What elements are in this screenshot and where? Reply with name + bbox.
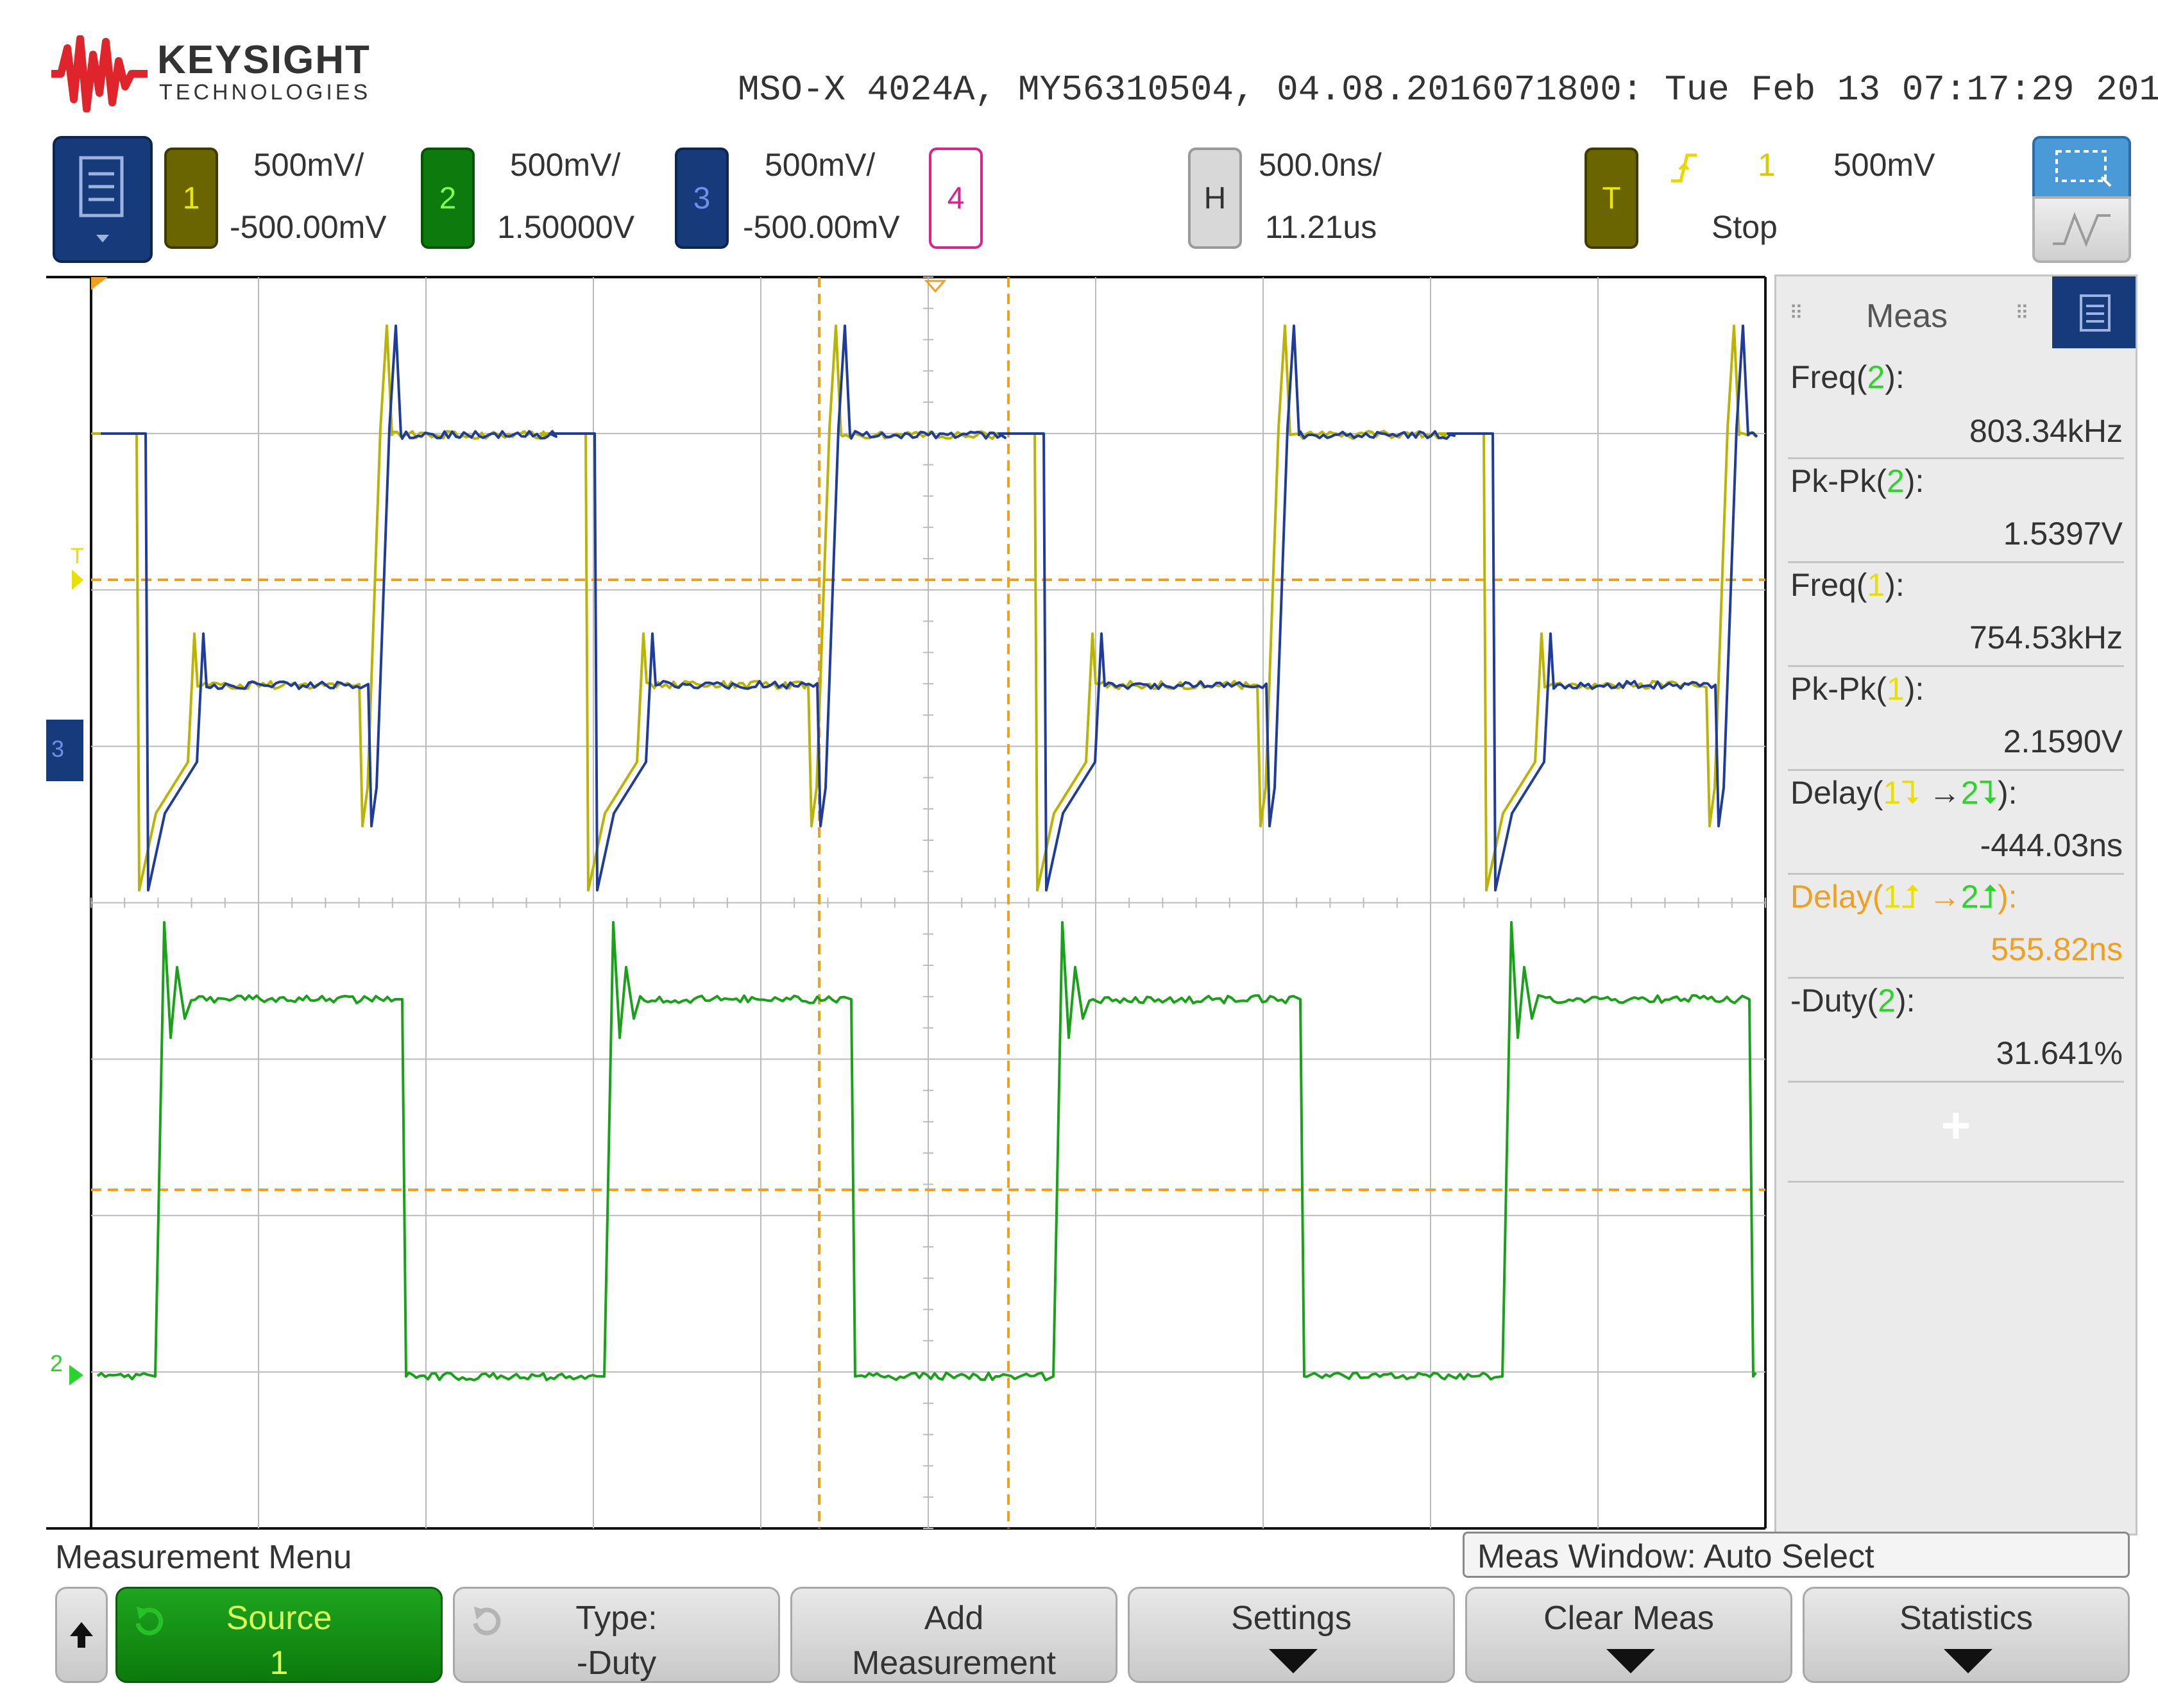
channel-4-number: 4 xyxy=(947,181,965,216)
zoom-box-icon xyxy=(2035,139,2128,196)
meas-label-freq-1: Freq(1): xyxy=(1790,566,1905,604)
meas-value-delay-rising: 555.82ns xyxy=(1991,931,2123,968)
menu-up-button[interactable] xyxy=(55,1587,108,1683)
rising-edge-icon: ⮥ xyxy=(1901,879,1920,915)
type-softkey[interactable]: Type: -Duty xyxy=(453,1587,780,1683)
rising-edge-icon: ⮥ xyxy=(1979,879,1998,915)
submenu-arrow-icon xyxy=(1606,1649,1655,1673)
document-icon xyxy=(2052,276,2136,348)
arrow-up-icon xyxy=(57,1589,106,1681)
rising-edge-icon xyxy=(1668,149,1700,187)
clear-meas-softkey[interactable]: Clear Meas xyxy=(1465,1587,1792,1683)
channel-3-badge[interactable]: 3 xyxy=(675,148,729,249)
horizontal-badge[interactable]: H xyxy=(1188,148,1242,249)
source-softkey[interactable]: Source 1 xyxy=(115,1587,443,1683)
settings-softkey[interactable]: Settings xyxy=(1128,1587,1455,1683)
trigger-source: 1 xyxy=(1758,146,1776,183)
drag-handle-icon[interactable]: ⠿ xyxy=(1789,302,1803,325)
statistics-label: Statistics xyxy=(1805,1599,2128,1637)
channel-1-scale: 500mV/ xyxy=(253,146,364,183)
keysight-wave-icon xyxy=(51,35,148,112)
type-label: Type: xyxy=(455,1599,778,1637)
drag-handle-icon[interactable]: ⠿ xyxy=(2015,302,2029,325)
add-measurement-softkey[interactable]: Add Measurement xyxy=(790,1587,1117,1683)
channel-3-ground-label: 3 xyxy=(51,736,64,762)
meas-label-freq-2: Freq(2): xyxy=(1790,359,1905,396)
meas-label-delay-rising: Delay(1⮥ →2⮥): xyxy=(1790,878,2018,916)
meas-value-freq-2: 803.34kHz xyxy=(1969,412,2123,450)
clear-meas-label: Clear Meas xyxy=(1467,1599,1790,1637)
meas-panel-menu-button[interactable] xyxy=(2052,276,2136,348)
meas-divider xyxy=(1788,1081,2124,1083)
meas-divider xyxy=(1788,769,2124,771)
meas-value-pkpk-2: 1.5397V xyxy=(2003,515,2123,552)
type-value: -Duty xyxy=(455,1644,778,1682)
measurements-panel: ⠿ Meas ⠿ Freq(2): 803.34kHz Pk-Pk(2): 1.… xyxy=(1774,275,2137,1535)
meas-divider xyxy=(1788,457,2124,459)
source-value: 1 xyxy=(117,1644,441,1682)
trigger-level-marker-label: T xyxy=(71,544,84,568)
falling-edge-icon: ⮧ xyxy=(1979,775,1998,811)
meas-value-freq-1: 754.53kHz xyxy=(1969,619,2123,656)
waveform-measure-icon xyxy=(2035,199,2128,260)
brand-sub: TECHNOLOGIES xyxy=(159,80,371,105)
submenu-arrow-icon xyxy=(1944,1649,1992,1673)
meas-window-status: Meas Window: Auto Select xyxy=(1463,1532,2130,1578)
acquisition-status: Stop xyxy=(1712,208,1778,246)
waveform-display[interactable]: T 3 2 xyxy=(46,275,1772,1532)
channel-2-ground-label: 2 xyxy=(50,1350,63,1376)
horizontal-label: H xyxy=(1204,181,1227,216)
channel-2-scale: 500mV/ xyxy=(510,146,620,183)
keysight-logo xyxy=(51,35,148,112)
trigger-label: T xyxy=(1602,181,1620,216)
channel-2-offset: 1.50000V xyxy=(497,208,634,246)
channel-2-number: 2 xyxy=(439,181,457,216)
channel-1-badge[interactable]: 1 xyxy=(164,148,218,249)
meas-label-pkpk-2: Pk-Pk(2): xyxy=(1790,462,1924,500)
meas-divider xyxy=(1788,977,2124,979)
horizontal-position: 11.21us xyxy=(1265,208,1377,246)
meas-divider xyxy=(1788,873,2124,875)
meas-value-neg-duty: 31.641% xyxy=(1996,1035,2123,1072)
add-label-line1: Add xyxy=(792,1599,1116,1637)
add-label-line2: Measurement xyxy=(792,1644,1116,1682)
instrument-info: MSO-X 4024A, MY56310504, 04.08.201607180… xyxy=(738,69,2136,110)
falling-edge-icon: ⮧ xyxy=(1901,775,1920,811)
zoom-box-button[interactable] xyxy=(2032,136,2131,199)
document-icon xyxy=(55,139,150,260)
meas-label-delay-falling: Delay(1⮧ →2⮧): xyxy=(1790,774,2018,812)
meas-panel-title: Meas xyxy=(1866,297,1948,335)
settings-label: Settings xyxy=(1130,1599,1453,1637)
channel-3-scale: 500mV/ xyxy=(765,146,875,183)
meas-value-pkpk-1: 2.1590V xyxy=(2003,723,2123,760)
brand-name: KEYSIGHT xyxy=(157,37,371,83)
channel-3-offset: -500.00mV xyxy=(743,208,900,246)
channel-1-number: 1 xyxy=(183,181,200,216)
main-menu-button[interactable] xyxy=(53,136,153,263)
menu-title: Measurement Menu xyxy=(55,1538,352,1577)
meas-value-delay-falling: -444.03ns xyxy=(1980,827,2123,864)
source-label: Source xyxy=(117,1599,441,1637)
trigger-level: 500mV xyxy=(1833,146,1935,183)
meas-divider xyxy=(1788,561,2124,563)
add-measurement-plus-icon[interactable]: + xyxy=(1776,1096,2136,1155)
channel-2-badge[interactable]: 2 xyxy=(421,148,475,249)
meas-divider xyxy=(1788,1181,2124,1183)
submenu-arrow-icon xyxy=(1269,1649,1318,1673)
channel-3-number: 3 xyxy=(693,181,711,216)
channel-1-offset: -500.00mV xyxy=(230,208,387,246)
channel-4-badge[interactable]: 4 xyxy=(929,148,983,249)
measure-tool-button[interactable] xyxy=(2032,196,2131,263)
meas-label-neg-duty: -Duty(2): xyxy=(1790,982,1915,1019)
horizontal-scale: 500.0ns/ xyxy=(1259,146,1382,183)
meas-label-pkpk-1: Pk-Pk(1): xyxy=(1790,670,1924,707)
trigger-badge[interactable]: T xyxy=(1585,148,1638,249)
meas-divider xyxy=(1788,665,2124,667)
statistics-softkey[interactable]: Statistics xyxy=(1803,1587,2130,1683)
